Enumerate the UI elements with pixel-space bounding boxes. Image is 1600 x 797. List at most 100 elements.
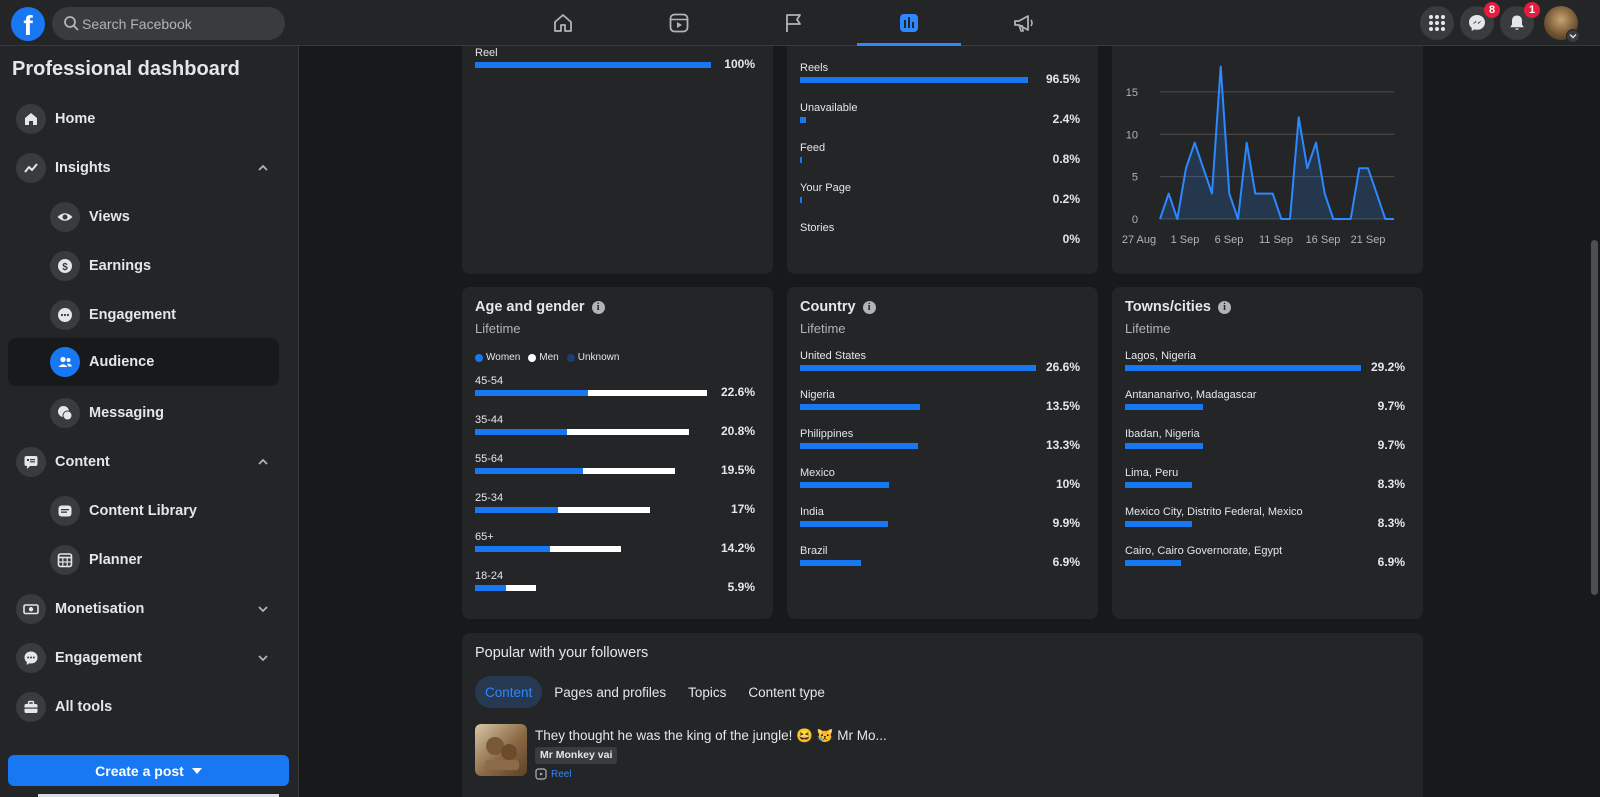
search-input[interactable] bbox=[82, 7, 277, 40]
sidebar-item-engagement[interactable]: Engagement bbox=[8, 291, 279, 339]
sidebar-item-label: Earnings bbox=[89, 258, 152, 274]
bar-track bbox=[800, 560, 1040, 566]
bar-track bbox=[800, 482, 1040, 488]
bar-fill-women bbox=[475, 585, 506, 591]
create-post-button[interactable]: Create a post bbox=[8, 755, 289, 786]
bar-row: 25-34 17% bbox=[475, 492, 755, 531]
sidebar-item-insights[interactable]: Insights bbox=[8, 144, 279, 192]
row-percent: 10% bbox=[1055, 477, 1080, 491]
page-scrollbar[interactable] bbox=[1589, 46, 1600, 797]
sidebar-item-label: Views bbox=[89, 209, 130, 225]
country-card: Country i Lifetime United States 26.6% Nige… bbox=[787, 287, 1098, 619]
insights-chart-icon bbox=[900, 14, 918, 32]
bar-row: United States 26.6% bbox=[800, 350, 1080, 389]
row-percent: 96.5% bbox=[1045, 72, 1080, 86]
row-percent: 8.3% bbox=[1377, 516, 1405, 530]
post-caption[interactable]: They thought he was the king of the jung… bbox=[535, 728, 887, 743]
card-title-text: Towns/cities bbox=[1125, 299, 1211, 315]
x-tick-label: 21 Sep bbox=[1351, 234, 1386, 246]
sidebar-item-engagement-tools[interactable]: Engagement bbox=[8, 634, 279, 682]
sidebar-item-planner[interactable]: Planner bbox=[8, 536, 279, 584]
chevron-up-icon[interactable] bbox=[255, 454, 271, 470]
sidebar: Professional dashboard Home Insights Vie… bbox=[0, 46, 299, 797]
search-box[interactable] bbox=[52, 7, 285, 40]
row-percent: 13.5% bbox=[1045, 399, 1080, 413]
messenger-button[interactable]: 8 bbox=[1460, 2, 1500, 40]
nav-video-tab[interactable] bbox=[627, 0, 731, 46]
chevron-down-icon[interactable] bbox=[255, 650, 271, 666]
bar-row: Unavailable 2.4% bbox=[800, 102, 1080, 141]
post-author-tag[interactable]: Mr Monkey vai bbox=[535, 747, 618, 764]
bar-fill bbox=[475, 62, 711, 68]
chevron-down-icon bbox=[1569, 34, 1577, 39]
scrollbar-thumb[interactable] bbox=[1591, 240, 1598, 595]
bar-row: 65+ 14.2% bbox=[475, 531, 755, 570]
facebook-logo[interactable]: f bbox=[11, 7, 45, 41]
nav-dashboard-tab[interactable] bbox=[857, 0, 961, 46]
bar-track bbox=[475, 390, 715, 396]
row-label: Stories bbox=[800, 222, 835, 234]
y-tick-label: 0 bbox=[1132, 214, 1138, 226]
sidebar-item-views[interactable]: Views bbox=[8, 193, 279, 241]
sidebar-item-messaging[interactable]: Messaging bbox=[8, 389, 279, 437]
reel-icon bbox=[535, 768, 547, 780]
bar-row: Lagos, Nigeria 29.2% bbox=[1125, 350, 1405, 389]
nav-ads-tab[interactable] bbox=[972, 0, 1076, 46]
svg-text:$: $ bbox=[62, 262, 68, 273]
sidebar-item-monetisation[interactable]: Monetisation bbox=[8, 585, 279, 633]
info-icon[interactable]: i bbox=[862, 300, 876, 314]
row-label: Mexico City, Distrito Federal, Mexico bbox=[1125, 506, 1303, 518]
popular-post[interactable]: They thought he was the king of the jung… bbox=[475, 724, 1075, 780]
bar-fill bbox=[800, 443, 918, 449]
bar-row: Cairo, Cairo Governorate, Egypt 6.9% bbox=[1125, 545, 1405, 584]
row-label: Your Page bbox=[800, 182, 851, 194]
bar-row: Stories 0% bbox=[800, 222, 1080, 261]
sidebar-item-all-tools[interactable]: All tools bbox=[8, 683, 279, 731]
main-content: Reel 100% Reels 96.5% Unavailable 2.4% F… bbox=[300, 46, 1600, 797]
account-chevron[interactable] bbox=[1566, 29, 1580, 43]
tab-topics[interactable]: Topics bbox=[688, 684, 727, 700]
bar-fill-men bbox=[505, 585, 536, 591]
row-percent: 0.8% bbox=[1052, 152, 1080, 166]
sidebar-item-audience[interactable]: Audience bbox=[8, 338, 279, 386]
tab-pages-and-profiles[interactable]: Pages and profiles bbox=[554, 684, 667, 700]
row-label: 35-44 bbox=[475, 414, 504, 426]
legend-men: Men bbox=[528, 352, 559, 363]
row-percent: 20.8% bbox=[720, 424, 755, 438]
legend-unknown: Unknown bbox=[566, 352, 619, 363]
bar-track bbox=[475, 62, 715, 68]
bar-fill bbox=[800, 157, 802, 163]
sidebar-item-content[interactable]: Content bbox=[8, 438, 279, 486]
traffic-source-card: Reels 96.5% Unavailable 2.4% Feed 0.8% Y… bbox=[787, 46, 1098, 274]
row-label: 55-64 bbox=[475, 453, 504, 465]
y-tick-label: 5 bbox=[1132, 172, 1138, 184]
post-type: Reel bbox=[535, 768, 572, 780]
bar-fill bbox=[800, 560, 862, 566]
sidebar-item-content-library[interactable]: Content Library bbox=[8, 487, 279, 535]
notifications-button[interactable]: 1 bbox=[1500, 2, 1540, 40]
sidebar-item-label: Insights bbox=[55, 160, 111, 176]
card-title-text: Country bbox=[800, 299, 856, 315]
tab-content-type[interactable]: Content type bbox=[748, 684, 825, 700]
tab-content[interactable]: Content bbox=[475, 676, 543, 708]
row-label: 45-54 bbox=[475, 375, 504, 387]
flag-icon bbox=[786, 14, 801, 32]
post-thumbnail[interactable] bbox=[475, 724, 527, 776]
chevron-down-icon[interactable] bbox=[255, 601, 271, 617]
sidebar-item-home[interactable]: Home bbox=[8, 95, 279, 143]
bar-fill bbox=[1125, 521, 1193, 527]
megaphone-icon bbox=[1014, 15, 1033, 32]
nav-home-tab[interactable] bbox=[511, 0, 615, 46]
info-icon[interactable]: i bbox=[1217, 300, 1231, 314]
sidebar-item-earnings[interactable]: $ Earnings bbox=[8, 242, 279, 290]
card-subtitle: Lifetime bbox=[475, 321, 521, 336]
top-bar: f 8 1 bbox=[0, 0, 1600, 46]
sidebar-scroll-indicator bbox=[38, 794, 279, 797]
card-subtitle: Lifetime bbox=[1125, 321, 1171, 336]
menu-button[interactable] bbox=[1420, 6, 1454, 40]
row-label: Mexico bbox=[800, 467, 835, 479]
nav-pages-tab[interactable] bbox=[742, 0, 846, 46]
row-percent: 5.9% bbox=[727, 580, 755, 594]
chevron-up-icon[interactable] bbox=[255, 160, 271, 176]
info-icon[interactable]: i bbox=[591, 300, 605, 314]
